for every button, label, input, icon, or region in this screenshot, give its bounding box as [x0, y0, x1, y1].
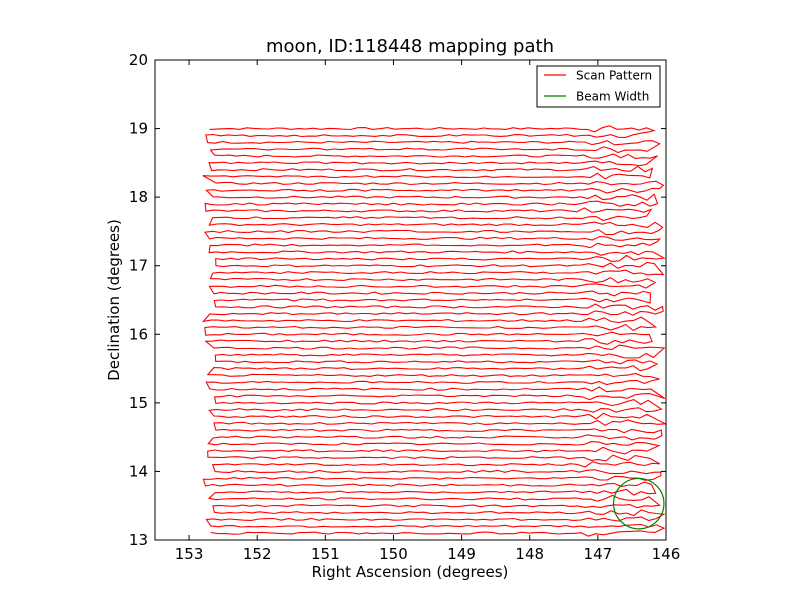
y-tick-label: 13: [129, 531, 148, 549]
x-tick-label: 151: [311, 545, 340, 563]
y-tick-label: 16: [129, 325, 148, 343]
x-tick-label: 148: [515, 545, 544, 563]
scan-pattern-series: [201, 125, 668, 537]
legend: Scan Pattern Beam Width: [536, 65, 661, 108]
x-tick-label: 150: [379, 545, 408, 563]
x-tick-label: 152: [243, 545, 272, 563]
legend-box: [536, 65, 661, 108]
y-axis-ticks: 13 14 15 16 17 18 19 20: [129, 51, 666, 549]
x-axis-label: Right Ascension (degrees): [312, 563, 509, 581]
x-axis-ticks: 153 152 151 150 149 148 147 146: [175, 60, 681, 563]
beam-width-series: [612, 477, 665, 530]
x-tick-label: 149: [447, 545, 476, 563]
y-axis-label: Declination (degrees): [105, 219, 123, 381]
legend-label-scan-pattern: Scan Pattern: [576, 69, 652, 83]
x-tick-label: 153: [175, 545, 204, 563]
legend-label-beam-width: Beam Width: [576, 90, 649, 104]
x-tick-label: 147: [584, 545, 613, 563]
x-tick-label: 146: [652, 545, 681, 563]
y-tick-label: 15: [129, 394, 148, 412]
beam-width-circle: [612, 477, 665, 530]
y-tick-label: 17: [129, 257, 148, 275]
y-tick-label: 18: [129, 188, 148, 206]
scan-pattern-line: [201, 125, 668, 537]
chart-title: moon, ID:118448 mapping path: [266, 36, 554, 57]
y-tick-label: 14: [129, 462, 148, 480]
y-tick-label: 20: [129, 51, 148, 69]
y-tick-label: 19: [129, 120, 148, 138]
axes-frame: [154, 59, 667, 541]
plot-area: 153 152 151 150 149 148 147 146 13 14 15 16 17 18 19 2…: [129, 51, 680, 563]
